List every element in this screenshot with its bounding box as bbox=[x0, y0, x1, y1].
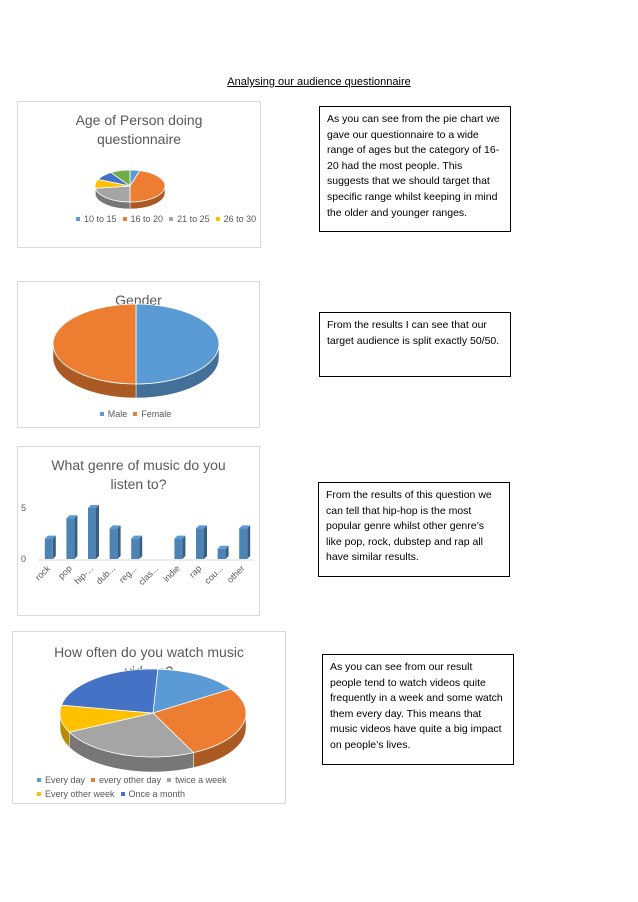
legend-label: every other day bbox=[99, 775, 162, 785]
genre-note: From the results of this question we can… bbox=[318, 482, 510, 577]
x-tick-label: clas... bbox=[137, 563, 161, 587]
bar-rock bbox=[44, 535, 56, 559]
age-note: As you can see from the pie chart we gav… bbox=[319, 106, 511, 232]
legend-item-21-to-25: 21 to 25 bbox=[169, 210, 210, 229]
videos-note: As you can see from our result people te… bbox=[322, 654, 514, 765]
bar-rap bbox=[196, 525, 207, 559]
gender-pie bbox=[52, 303, 220, 399]
videos-legend: Every day every other day twice a week Ever… bbox=[37, 773, 277, 801]
x-tick-label: other bbox=[225, 563, 247, 585]
legend-swatch bbox=[91, 777, 96, 782]
legend-swatch bbox=[167, 777, 172, 782]
x-tick-label: hip-... bbox=[72, 563, 95, 586]
gender-chart: Gender Male Female bbox=[17, 281, 260, 428]
bar-dub bbox=[109, 525, 121, 559]
bar-other bbox=[239, 525, 251, 559]
videos-pie bbox=[59, 668, 247, 773]
chart-title: What genre of music do you listen to? bbox=[51, 457, 226, 492]
legend-label: 10 to 15 bbox=[84, 214, 117, 224]
bar-cou bbox=[217, 545, 229, 559]
legend-item-once-a-month: Once a month bbox=[120, 787, 186, 801]
x-tick-label: rap bbox=[187, 563, 203, 579]
chart-title: Age of Person doing questionnaire bbox=[75, 112, 203, 147]
legend-label: Once a month bbox=[128, 789, 186, 799]
legend-item-twice-a-week: twice a week bbox=[167, 773, 227, 787]
x-tick-label: indie bbox=[161, 563, 182, 584]
pie-slice-40 bbox=[110, 169, 131, 187]
legend-swatch bbox=[122, 216, 127, 221]
legend-label: Every day bbox=[45, 775, 86, 785]
legend-label: 21 to 25 bbox=[177, 214, 210, 224]
legend-item-male: Male bbox=[99, 409, 128, 419]
legend-swatch bbox=[37, 791, 41, 796]
legend-item-every-other-week: Every other week bbox=[37, 787, 115, 801]
age-pie bbox=[94, 169, 166, 210]
pie-slice-female bbox=[52, 303, 137, 385]
gender-note: From the results I can see that our targ… bbox=[319, 312, 511, 377]
pie-slice-every-day bbox=[152, 668, 232, 714]
legend-item-10-to-15: 10 to 15 bbox=[76, 210, 117, 229]
age-chart: Age of Person doing questionnaire 10 to … bbox=[17, 101, 261, 248]
pie-slice-21-to-25 bbox=[94, 185, 131, 203]
legend-label: Male bbox=[107, 409, 128, 419]
page-title: Analysing our audience questionnaire bbox=[227, 76, 411, 88]
x-tick-label: dub... bbox=[94, 563, 117, 586]
legend-item-26-to-30: 26 to 30 bbox=[215, 210, 257, 229]
legend-swatch bbox=[169, 216, 174, 221]
legend-label: twice a week bbox=[175, 775, 227, 785]
bar-reg bbox=[131, 535, 143, 559]
x-tick-label: pop bbox=[56, 563, 74, 581]
pie-slice-male bbox=[135, 303, 220, 385]
pie-slice-every-other-day bbox=[152, 688, 247, 754]
x-tick-label: rock bbox=[33, 563, 52, 582]
legend-item-every-other-day: every other day bbox=[91, 773, 161, 787]
pie-slice-twice-a-week bbox=[68, 712, 195, 758]
legend-item-every-day: Every day bbox=[37, 773, 85, 787]
pie-slice-once-a-month bbox=[60, 668, 159, 714]
genre-chart: What genre of music do you listen to? 0 5… bbox=[17, 446, 260, 616]
legend-item-female: Female bbox=[133, 409, 171, 419]
legend-label: Every other week bbox=[45, 789, 115, 799]
legend-label: Female bbox=[141, 409, 172, 419]
y-tick-label: 0 bbox=[21, 554, 26, 564]
bar-hip bbox=[88, 505, 99, 559]
legend-swatch bbox=[120, 791, 125, 796]
legend-swatch bbox=[215, 216, 220, 221]
x-tick-label: cou... bbox=[202, 563, 225, 586]
legend-label: 26 to 30 bbox=[223, 214, 257, 224]
legend-swatch bbox=[99, 411, 104, 416]
legend-swatch bbox=[133, 411, 138, 416]
y-tick-label: 5 bbox=[21, 503, 26, 513]
gender-legend: Male Female bbox=[18, 409, 259, 419]
pie-slice-16-to-20 bbox=[129, 170, 166, 203]
legend-swatch bbox=[76, 216, 80, 221]
x-tick-label: reg... bbox=[117, 563, 139, 585]
videos-chart: How often do you watch music videos? Eve… bbox=[12, 631, 286, 804]
bar-indie bbox=[174, 535, 186, 559]
legend-item-16-to-20: 16 to 20 bbox=[122, 210, 164, 229]
legend-label: 16 to 20 bbox=[130, 214, 164, 224]
bar-pop bbox=[66, 515, 78, 559]
legend-swatch bbox=[37, 777, 41, 782]
